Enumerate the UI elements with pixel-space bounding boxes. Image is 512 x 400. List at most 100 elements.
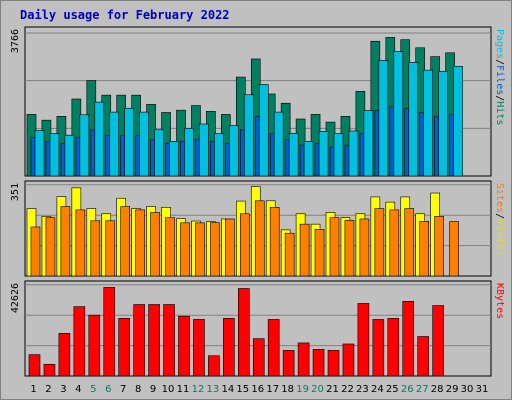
bar-pages-day-12 — [199, 123, 209, 177]
chart-title: Daily usage for February 2022 — [20, 8, 230, 22]
x-tick-label-2: 2 — [45, 384, 51, 395]
bar-pages-day-18 — [288, 132, 299, 177]
bar-sites-day-7 — [120, 206, 130, 277]
bar-kbytes-day-24 — [372, 319, 385, 377]
y-axis-label: KBytes — [494, 283, 505, 319]
bar-sites-day-9 — [150, 212, 160, 277]
bar-sites-day-6 — [105, 220, 116, 277]
bar-pages-day-22 — [348, 130, 359, 177]
bar-pages-day-8 — [139, 111, 149, 177]
bar-pages-day-6 — [109, 111, 120, 177]
x-tick-label-8: 8 — [135, 384, 141, 395]
bar-sites-day-25 — [389, 209, 400, 277]
bar-sites-day-20 — [314, 229, 325, 277]
y-axis-label-part: / — [494, 95, 505, 101]
x-tick-label-20: 20 — [311, 384, 324, 395]
bar-kbytes-day-10 — [163, 304, 175, 377]
bar-pages-day-25 — [393, 51, 404, 177]
bar-pages-day-15 — [244, 94, 254, 177]
bar-kbytes-day-3 — [58, 333, 71, 377]
x-tick-label-31: 31 — [476, 384, 489, 395]
bar-sites-day-28 — [434, 216, 444, 277]
bar-sites-day-14 — [225, 218, 235, 277]
x-tick-label-11: 11 — [177, 384, 190, 395]
panel-2: 351 Sites/Visits — [10, 180, 505, 277]
y-max-label: 42626 — [10, 283, 21, 313]
y-axis-label: Sites/Visits — [494, 183, 505, 255]
bar-sites-day-5 — [90, 220, 101, 277]
bar-kbytes-day-14 — [223, 318, 235, 377]
bar-sites-day-8 — [135, 209, 145, 277]
bar-pages-day-28 — [438, 70, 448, 177]
x-tick-label-9: 9 — [150, 384, 156, 395]
bar-kbytes-day-18 — [282, 350, 295, 377]
bar-sites-day-12 — [195, 222, 205, 277]
x-tick-label-13: 13 — [207, 384, 220, 395]
panel-3: 42626 KBytes — [10, 280, 505, 377]
y-axis-label: Pages/Files/Hits — [494, 29, 505, 125]
bar-pages-day-21 — [333, 133, 344, 177]
bar-sites-day-15 — [240, 213, 250, 277]
bar-pages-day-24 — [378, 60, 389, 177]
x-tick-label-12: 12 — [192, 384, 205, 395]
bar-kbytes-day-4 — [73, 306, 86, 377]
bar-pages-day-14 — [229, 125, 239, 177]
bar-pages-day-20 — [318, 131, 329, 177]
x-tick-label-15: 15 — [236, 384, 249, 395]
y-axis-label-part: Hits — [494, 101, 505, 125]
x-tick-label-29: 29 — [446, 384, 459, 395]
bar-pages-day-3 — [64, 134, 75, 177]
bar-pages-day-13 — [214, 133, 224, 177]
bar-kbytes-day-27 — [417, 336, 430, 377]
bar-sites-day-17 — [269, 206, 280, 277]
bar-pages-day-1 — [34, 130, 45, 177]
bar-pages-day-5 — [94, 101, 105, 177]
x-tick-label-25: 25 — [386, 384, 399, 395]
bar-sites-day-27 — [419, 220, 430, 277]
bar-pages-day-23 — [363, 110, 374, 177]
x-tick-label-23: 23 — [356, 384, 369, 395]
bar-sites-day-19 — [299, 223, 310, 277]
x-tick-label-26: 26 — [401, 384, 414, 395]
y-axis-label-part: Pages — [494, 29, 505, 59]
x-tick-label-3: 3 — [60, 384, 66, 395]
x-tick-label-7: 7 — [120, 384, 126, 395]
bar-sites-day-21 — [329, 217, 340, 277]
bar-pages-day-11 — [184, 127, 194, 177]
panel-1: 3766 Pages/Files/Hits — [10, 26, 505, 177]
y-axis-label-part: KBytes — [494, 283, 505, 319]
bar-sites-day-16 — [254, 200, 265, 277]
bar-pages-day-16 — [258, 84, 269, 177]
bar-pages-day-2 — [49, 133, 60, 177]
bar-sites-day-22 — [344, 219, 355, 277]
bar-sites-day-1 — [30, 226, 41, 277]
bar-sites-day-3 — [60, 206, 71, 277]
x-tick-label-17: 17 — [266, 384, 279, 395]
x-tick-label-22: 22 — [341, 384, 354, 395]
bar-pages-day-10 — [169, 141, 179, 177]
bar-pages-day-4 — [79, 114, 90, 177]
x-tick-label-1: 1 — [30, 384, 36, 395]
bar-sites-day-23 — [359, 218, 370, 277]
x-tick-label-19: 19 — [296, 384, 309, 395]
x-tick-label-24: 24 — [371, 384, 384, 395]
bar-sites-day-10 — [165, 217, 175, 277]
bar-kbytes-day-28 — [432, 305, 444, 377]
bar-kbytes-day-25 — [387, 318, 400, 377]
x-axis-labels: 1 2 3 4 5 6 7 8 9 10 11 12 13 14 15 16 17 18 19 20 21 22 23 24 2… — [30, 384, 488, 395]
bar-pages-day-29 — [453, 65, 463, 177]
bar-kbytes-day-16 — [252, 338, 265, 377]
bar-sites-day-2 — [45, 217, 56, 277]
bar-pages-day-19 — [303, 141, 314, 177]
bar-sites-day-18 — [284, 232, 295, 277]
bar-kbytes-day-11 — [178, 315, 190, 377]
x-tick-label-27: 27 — [416, 384, 429, 395]
bar-sites-day-29 — [449, 221, 459, 277]
bar-kbytes-day-8 — [133, 304, 145, 377]
bar-kbytes-day-7 — [118, 318, 130, 377]
bar-pages-day-27 — [423, 69, 434, 177]
y-axis-label-part: Files — [494, 65, 505, 95]
bar-kbytes-day-17 — [267, 319, 280, 377]
y-axis-label-part: Sites — [494, 183, 505, 213]
